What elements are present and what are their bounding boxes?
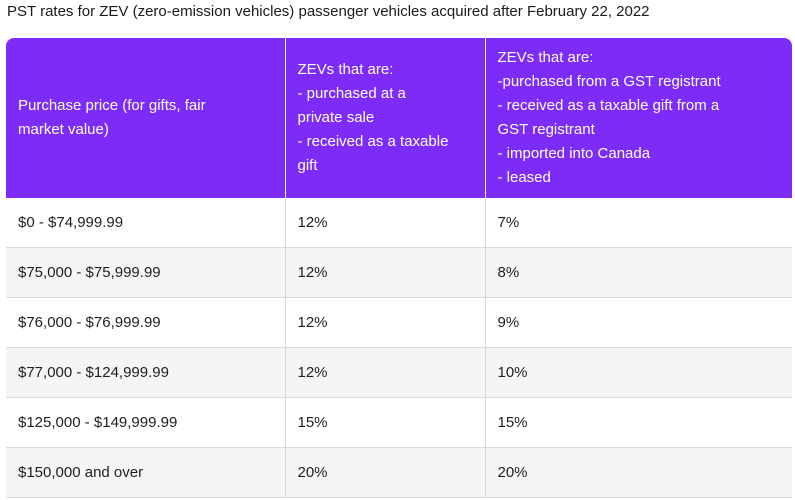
price-range-cell: $76,000 - $76,999.99 bbox=[6, 297, 286, 348]
price-range-cell: $75,000 - $75,999.99 bbox=[6, 247, 286, 298]
table-row: $0 - $74,999.99 12% 7% bbox=[6, 198, 792, 248]
private-sale-rate-cell: 12% bbox=[285, 347, 486, 398]
header-private-sale-zevs: ZEVs that are: - purchased at a private … bbox=[285, 38, 486, 198]
table-row: $75,000 - $75,999.99 12% 8% bbox=[6, 247, 792, 298]
gst-registrant-rate-cell: 20% bbox=[485, 447, 792, 498]
table-row: $150,000 and over 20% 20% bbox=[6, 447, 792, 498]
gst-registrant-rate-cell: 10% bbox=[485, 347, 792, 398]
private-sale-rate-cell: 20% bbox=[285, 447, 486, 498]
private-sale-rate-cell: 12% bbox=[285, 247, 486, 298]
table-row: $77,000 - $124,999.99 12% 10% bbox=[6, 347, 792, 398]
private-sale-rate-cell: 15% bbox=[285, 397, 486, 448]
private-sale-rate-cell: 12% bbox=[285, 198, 486, 248]
gst-registrant-rate-cell: 9% bbox=[485, 297, 792, 348]
table-row: $76,000 - $76,999.99 12% 9% bbox=[6, 297, 792, 348]
gst-registrant-rate-cell: 8% bbox=[485, 247, 792, 298]
price-range-cell: $0 - $74,999.99 bbox=[6, 198, 286, 248]
table-caption: PST rates for ZEV (zero-emission vehicle… bbox=[7, 3, 650, 20]
table-row: $125,000 - $149,999.99 15% 15% bbox=[6, 397, 792, 448]
header-purchase-price: Purchase price (for gifts, fair market v… bbox=[6, 38, 286, 198]
price-range-cell: $77,000 - $124,999.99 bbox=[6, 347, 286, 398]
gst-registrant-rate-cell: 15% bbox=[485, 397, 792, 448]
table-header-row: Purchase price (for gifts, fair market v… bbox=[6, 38, 792, 198]
price-range-cell: $125,000 - $149,999.99 bbox=[6, 397, 286, 448]
price-range-cell: $150,000 and over bbox=[6, 447, 286, 498]
pst-rates-table: Purchase price (for gifts, fair market v… bbox=[6, 38, 792, 498]
header-gst-registrant-zevs: ZEVs that are: -purchased from a GST reg… bbox=[485, 38, 792, 198]
private-sale-rate-cell: 12% bbox=[285, 297, 486, 348]
gst-registrant-rate-cell: 7% bbox=[485, 198, 792, 248]
